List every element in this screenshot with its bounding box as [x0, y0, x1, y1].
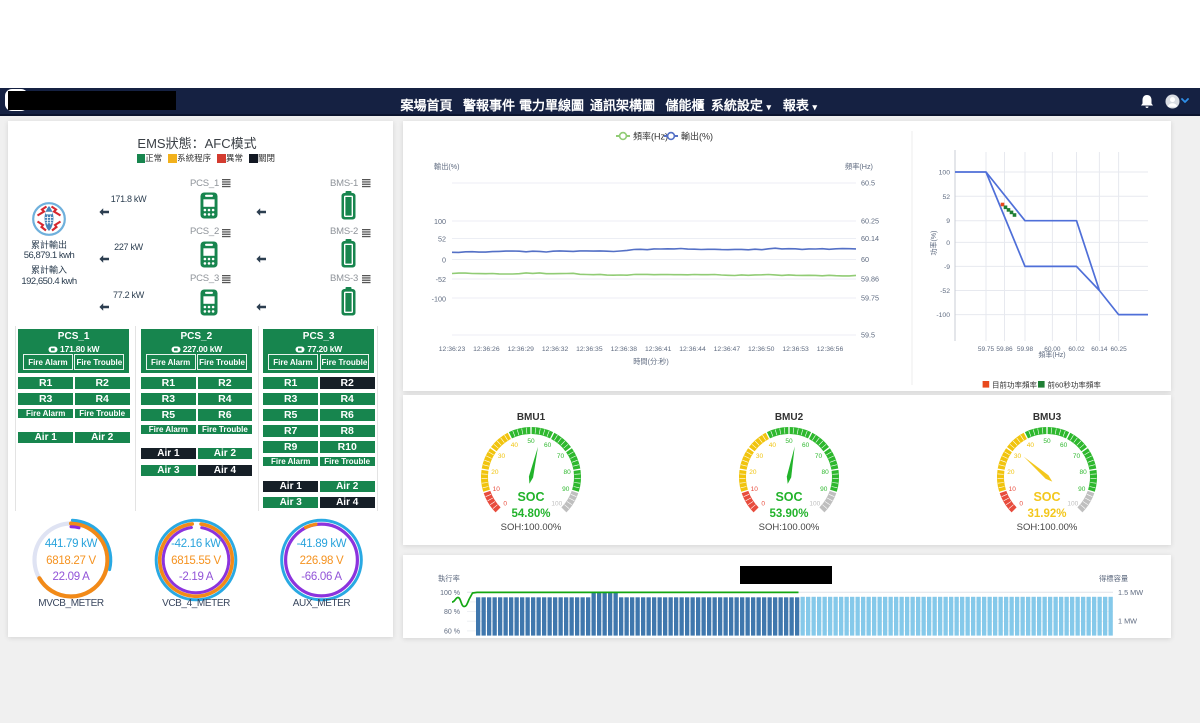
svg-text:31.92%: 31.92%	[1027, 508, 1066, 520]
svg-text:100: 100	[809, 500, 820, 507]
svg-text:60.14: 60.14	[861, 234, 879, 243]
svg-text:59.86: 59.86	[861, 275, 879, 284]
svg-text:59.98: 59.98	[1017, 346, 1034, 353]
svg-text:輸出(%): 輸出(%)	[681, 131, 713, 142]
svg-text:1.5 MW: 1.5 MW	[1118, 588, 1143, 597]
svg-text:0: 0	[442, 256, 446, 265]
svg-text:-100: -100	[936, 312, 950, 319]
svg-text:100 %: 100 %	[440, 590, 460, 597]
svg-text:BMU3: BMU3	[1033, 412, 1062, 423]
svg-text:60.5: 60.5	[861, 179, 875, 188]
svg-text:80 %: 80 %	[444, 609, 460, 616]
svg-text:10: 10	[751, 486, 759, 493]
svg-text:0: 0	[946, 240, 950, 247]
svg-text:SOH:100.00%: SOH:100.00%	[1017, 522, 1078, 533]
svg-text:頻率(Hz): 頻率(Hz)	[633, 131, 668, 142]
svg-text:59.86: 59.86	[996, 346, 1013, 353]
svg-text:60.02: 60.02	[1068, 346, 1085, 353]
svg-text:60.14: 60.14	[1091, 346, 1108, 353]
svg-text:SOH:100.00%: SOH:100.00%	[759, 522, 820, 533]
svg-text:12:36:29: 12:36:29	[507, 346, 534, 353]
svg-text:90: 90	[1078, 486, 1086, 493]
svg-text:90: 90	[562, 486, 570, 493]
svg-text:目前功率頻率: 目前功率頻率	[992, 380, 1037, 390]
svg-text:100: 100	[551, 500, 562, 507]
svg-text:12:36:35: 12:36:35	[576, 346, 603, 353]
svg-text:60 %: 60 %	[444, 628, 460, 635]
svg-text:12:36:50: 12:36:50	[748, 346, 775, 353]
svg-text:70: 70	[557, 453, 565, 460]
svg-text:50: 50	[1043, 438, 1051, 445]
svg-text:60: 60	[1060, 442, 1068, 449]
svg-text:12:36:47: 12:36:47	[714, 346, 741, 353]
svg-text:時間(分:秒): 時間(分:秒)	[633, 357, 669, 366]
svg-text:40: 40	[1027, 442, 1035, 449]
svg-text:12:36:56: 12:36:56	[817, 346, 844, 353]
svg-text:60: 60	[544, 442, 552, 449]
svg-text:30: 30	[756, 453, 764, 460]
svg-text:100: 100	[939, 170, 951, 177]
svg-text:30: 30	[498, 453, 506, 460]
svg-text:20: 20	[1007, 469, 1015, 476]
svg-text:12:36:32: 12:36:32	[542, 346, 569, 353]
svg-text:頻率(Hz): 頻率(Hz)	[845, 162, 873, 171]
svg-text:52: 52	[942, 194, 950, 201]
svg-text:20: 20	[491, 469, 499, 476]
svg-text:BMU1: BMU1	[517, 412, 546, 423]
svg-text:40: 40	[511, 442, 519, 449]
svg-text:54.80%: 54.80%	[511, 508, 550, 520]
svg-text:50: 50	[785, 438, 793, 445]
svg-text:52: 52	[438, 235, 446, 244]
svg-text:SOH:100.00%: SOH:100.00%	[501, 522, 562, 533]
svg-text:12:36:53: 12:36:53	[782, 346, 809, 353]
svg-text:59.75: 59.75	[861, 294, 879, 303]
svg-text:-9: -9	[944, 264, 950, 271]
svg-text:100: 100	[434, 217, 446, 226]
svg-text:10: 10	[1009, 486, 1017, 493]
svg-text:0: 0	[503, 500, 507, 507]
svg-text:SOC: SOC	[1033, 490, 1060, 504]
svg-text:頻率(Hz): 頻率(Hz)	[1038, 350, 1065, 359]
svg-text:60: 60	[802, 442, 810, 449]
svg-text:59.5: 59.5	[861, 331, 875, 340]
svg-text:80: 80	[563, 469, 571, 476]
svg-text:12:36:38: 12:36:38	[611, 346, 638, 353]
svg-text:12:36:23: 12:36:23	[439, 346, 466, 353]
svg-text:60: 60	[861, 255, 869, 264]
svg-text:功率(%): 功率(%)	[929, 231, 938, 256]
svg-text:80: 80	[1079, 469, 1087, 476]
svg-text:10: 10	[493, 486, 501, 493]
svg-text:SOC: SOC	[517, 490, 544, 504]
svg-text:-52: -52	[436, 275, 446, 284]
svg-text:BMU2: BMU2	[775, 412, 804, 423]
svg-text:60.25: 60.25	[861, 217, 879, 226]
svg-text:60.00: 60.00	[1044, 346, 1061, 353]
svg-text:20: 20	[749, 469, 757, 476]
svg-text:0: 0	[761, 500, 765, 507]
svg-text:50: 50	[527, 438, 535, 445]
svg-text:59.75: 59.75	[978, 346, 995, 353]
svg-text:30: 30	[1014, 453, 1022, 460]
svg-text:得標容量: 得標容量	[1099, 574, 1128, 583]
svg-text:40: 40	[769, 442, 777, 449]
svg-text:60.25: 60.25	[1110, 346, 1127, 353]
svg-text:-100: -100	[432, 295, 446, 304]
svg-text:70: 70	[1073, 453, 1081, 460]
svg-text:80: 80	[821, 469, 829, 476]
svg-text:12:36:26: 12:36:26	[473, 346, 500, 353]
svg-text:100: 100	[1067, 500, 1078, 507]
svg-text:53.90%: 53.90%	[769, 508, 808, 520]
svg-text:SOC: SOC	[775, 490, 802, 504]
svg-text:0: 0	[1019, 500, 1023, 507]
svg-text:執行率: 執行率	[438, 574, 460, 583]
svg-text:70: 70	[815, 453, 823, 460]
svg-text:1 MW: 1 MW	[1118, 616, 1137, 625]
svg-text:-52: -52	[940, 288, 950, 295]
svg-text:12:36:41: 12:36:41	[645, 346, 672, 353]
svg-text:12:36:44: 12:36:44	[679, 346, 706, 353]
svg-text:輸出(%): 輸出(%)	[434, 162, 460, 171]
svg-text:9: 9	[946, 218, 950, 225]
svg-text:前60秒功率頻率: 前60秒功率頻率	[1048, 380, 1102, 390]
svg-text:90: 90	[820, 486, 828, 493]
